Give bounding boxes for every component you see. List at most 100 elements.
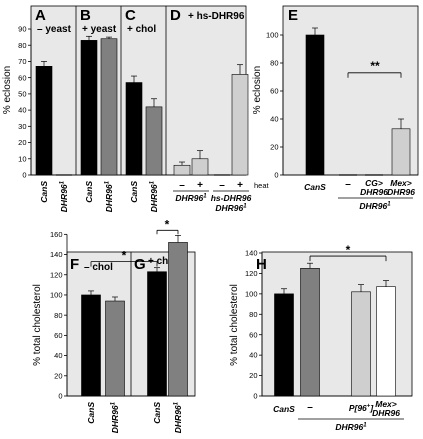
y-axis-abcd-tick-label: 0 — [22, 171, 26, 180]
y-axis-e-tick-label: 60 — [270, 87, 278, 96]
significance-star-fg-1: * — [122, 249, 127, 263]
x-tick-label-e-4-line1: Mex> — [390, 178, 412, 188]
panel-title-g: + chol — [148, 256, 177, 267]
panel-title-a: – yeast — [37, 24, 72, 35]
panel-title-b: + yeast — [82, 24, 117, 35]
bar-d-1 — [173, 164, 191, 176]
bar-g-1 — [147, 271, 167, 397]
y-axis-h-tick-label: 40 — [249, 351, 257, 360]
panel-label-f: F — [70, 256, 79, 273]
y-axis-abcd-tick-label: 40 — [18, 106, 26, 115]
x-tick-label-b-1: CanS — [84, 181, 94, 203]
heat-sign-1: – — [179, 180, 185, 191]
bar-b-1 — [80, 40, 98, 176]
y-axis-label-cholesterol-h: % total cholesterol — [229, 284, 240, 366]
y-axis-label-eclosion-e: % eclosion — [252, 66, 263, 114]
y-axis-abcd-tick-label: 50 — [18, 89, 26, 98]
bar-g-2 — [168, 242, 188, 397]
y-axis-abcd-tick-label: 60 — [18, 73, 26, 82]
y-axis-fg-tick-label: 40 — [54, 351, 62, 360]
bar-f-1 — [81, 294, 101, 397]
bar-h-2 — [300, 268, 320, 397]
bar-e-1 — [305, 34, 325, 176]
y-axis-fg-tick-label: 160 — [50, 230, 63, 239]
significance-star-h: * — [346, 243, 351, 257]
y-axis-e-tick-label: 100 — [266, 31, 279, 40]
group-label-d2-line2: DHR961 — [215, 203, 247, 213]
x-tick-label-f-2: DHR961 — [110, 401, 120, 433]
x-tick-label-e-3-line2: DHR96 — [360, 187, 388, 197]
x-tick-label-a-1: CanS — [39, 181, 49, 203]
y-axis-fg-tick-label: 60 — [54, 331, 62, 340]
panel-label-b: B — [80, 7, 91, 24]
x-tick-label-f-1: CanS — [86, 402, 96, 424]
bar-c-1 — [125, 82, 143, 176]
y-axis-h-tick-label: 120 — [245, 269, 258, 278]
x-tick-label-e-3-line1: CG> — [365, 178, 383, 188]
heat-sign-4: + — [237, 180, 243, 191]
bar-h-3 — [351, 291, 371, 397]
y-axis-fg-tick-label: 140 — [50, 250, 63, 259]
panel-label-e: E — [288, 7, 298, 24]
panel-label-h: H — [256, 256, 267, 273]
y-axis-h-tick-label: 60 — [249, 330, 257, 339]
x-tick-label-h-2: – — [307, 402, 313, 413]
y-axis-label-cholesterol-fg: % total cholesterol — [32, 284, 43, 366]
y-axis-abcd-tick-label: 90 — [18, 25, 26, 34]
y-axis-h-tick-label: 20 — [249, 371, 257, 380]
bar-a-1 — [35, 66, 53, 176]
panel-title-c: + chol — [127, 24, 156, 35]
bar-c-2 — [145, 106, 163, 176]
x-tick-label-e-2: – — [345, 179, 351, 190]
panel-title-d: + hs-DHR96 — [188, 11, 245, 22]
heat-sign-3: – — [219, 180, 225, 191]
x-tick-label-g-2: DHR961 — [173, 401, 183, 433]
bar-h-1 — [274, 293, 294, 397]
x-tick-label-h-1: CanS — [273, 404, 295, 414]
y-axis-abcd-tick-label: 70 — [18, 57, 26, 66]
y-axis-fg-tick-label: 0 — [58, 392, 62, 401]
x-tick-label-h-4-line1: Mex> — [375, 399, 397, 409]
x-tick-label-e-4-line2: DHR96 — [387, 187, 415, 197]
bar-h-4 — [376, 286, 396, 397]
x-tick-label-e-1: CanS — [304, 182, 326, 192]
significance-star-e: ** — [370, 59, 380, 73]
y-axis-abcd-tick-label: 10 — [18, 154, 26, 163]
group-label-d1: DHR961 — [175, 193, 207, 203]
y-axis-fg-tick-label: 20 — [54, 371, 62, 380]
y-axis-e-tick-label: 40 — [270, 115, 278, 124]
group-label-e: DHR961 — [359, 201, 391, 211]
significance-star-g: * — [165, 217, 170, 231]
y-axis-abcd-tick-label: 30 — [18, 122, 26, 131]
panel-label-d: D — [170, 7, 181, 24]
panel-title-f: – chol — [84, 262, 113, 273]
x-tick-label-h-4-line2: DHR96 — [372, 408, 400, 418]
group-label-d2-line1: hs-DHR96 — [211, 193, 252, 203]
y-axis-h-tick-label: 0 — [253, 392, 257, 401]
y-axis-abcd-tick-label: 80 — [18, 41, 26, 50]
y-axis-e-tick-label: 0 — [274, 171, 278, 180]
y-axis-e-tick-label: 80 — [270, 59, 278, 68]
y-axis-fg-tick-label: 120 — [50, 270, 63, 279]
y-axis-h-tick-label: 140 — [245, 249, 258, 258]
y-axis-h-tick-label: 80 — [249, 310, 257, 319]
heat-label: heat — [254, 181, 270, 190]
panel-label-a: A — [35, 7, 46, 24]
bar-e-4 — [391, 128, 411, 176]
y-axis-fg-tick-label: 100 — [50, 291, 63, 300]
heat-sign-2: + — [197, 180, 203, 191]
y-axis-abcd-tick-label: 20 — [18, 138, 26, 147]
panel-label-g: G — [134, 256, 146, 273]
bar-d-4 — [231, 74, 249, 176]
x-tick-label-g-1: CanS — [152, 402, 162, 424]
group-label-h: DHR961 — [335, 422, 367, 432]
panel-label-c: C — [125, 7, 136, 24]
y-axis-label-eclosion-top: % eclosion — [2, 66, 13, 114]
bar-b-2 — [100, 38, 118, 176]
bar-f-2 — [105, 300, 125, 397]
y-axis-fg-tick-label: 80 — [54, 311, 62, 320]
x-tick-label-c-1: CanS — [129, 181, 139, 203]
x-tick-label-c-2: DHR961 — [149, 180, 159, 212]
bar-d-2 — [191, 158, 209, 176]
